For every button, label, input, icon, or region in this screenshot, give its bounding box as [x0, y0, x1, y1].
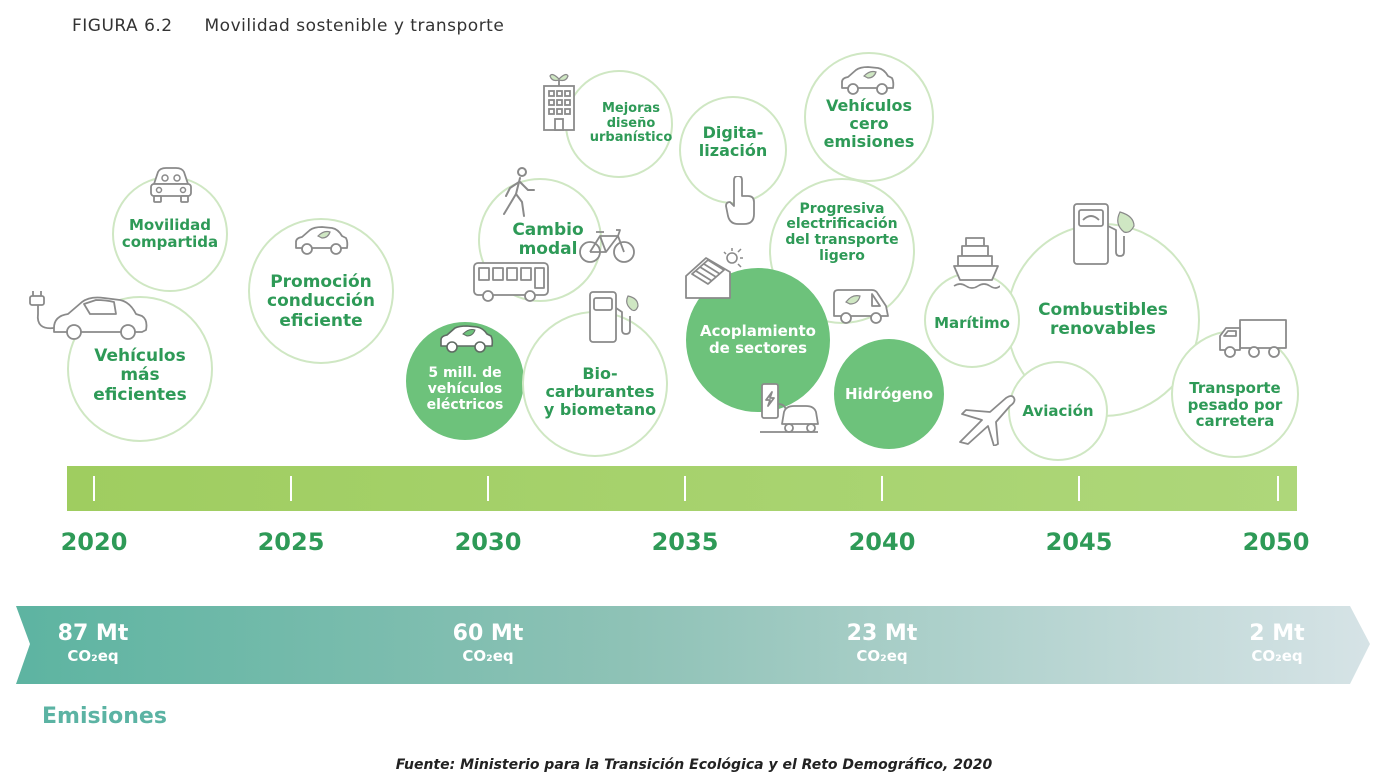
bubble-label: Movilidad compartida: [121, 216, 219, 251]
bubble-label: Hidrógeno: [844, 384, 934, 403]
figure-caption: Movilidad sostenible y transporte: [204, 16, 505, 36]
shared-car-front-icon: [150, 167, 192, 203]
eco-car-icon: [295, 226, 349, 255]
emissions-value-2040: 23 Mt CO₂eq: [812, 621, 952, 665]
year-label: 2035: [651, 528, 719, 556]
figure-title: FIGURA 6.2 Movilidad sostenible y transp…: [72, 16, 504, 36]
emissions-value-2020: 87 Mt CO₂eq: [23, 621, 163, 665]
bubble-label: 5 mill. de vehículos eléctricos: [426, 365, 504, 413]
emissions-arrow-band: [16, 606, 1370, 684]
year-label: 2040: [848, 528, 916, 556]
truck-icon: [1219, 319, 1287, 358]
timeline-tick: [487, 476, 489, 501]
house-solar-panel-icon: [685, 248, 743, 299]
emissions-amount: 2 Mt: [1249, 621, 1305, 646]
building-plant-icon: [543, 73, 575, 131]
bubble-label: Cambio modal: [512, 219, 584, 259]
timeline-tick: [1277, 476, 1279, 501]
year-label: 2050: [1242, 528, 1310, 556]
bubble-label: Vehículos más eficientes: [93, 346, 187, 405]
timeline-tick: [290, 476, 292, 501]
source-note: Fuente: Ministerio para la Transición Ec…: [395, 757, 993, 773]
year-label: 2030: [454, 528, 522, 556]
year-label: 2045: [1045, 528, 1113, 556]
timeline-tick: [881, 476, 883, 501]
bubble-label: Digita- lización: [698, 123, 768, 160]
emissions-unit: CO₂eq: [856, 647, 908, 665]
emissions-amount: 87 Mt: [57, 621, 129, 646]
emissions-amount: 23 Mt: [846, 621, 918, 646]
hand-pointer-icon: [725, 176, 755, 225]
year-label: 2025: [257, 528, 325, 556]
bubble-label: Combustibles renovables: [1038, 299, 1168, 339]
bubble-hidrogeno: Hidrógeno: [834, 339, 944, 449]
emissions-title: Emisiones: [42, 704, 167, 729]
bubble-label: Mejoras diseño urbanístico: [589, 101, 673, 146]
zero-emission-car-icon: [841, 66, 895, 95]
emissions-unit: CO₂eq: [1251, 647, 1303, 665]
emissions-unit: CO₂eq: [462, 647, 514, 665]
ship-icon: [953, 237, 1000, 289]
bubble-label: Vehículos cero emisiones: [823, 96, 915, 151]
emissions-unit: CO₂eq: [67, 647, 119, 665]
electric-van-icon: [833, 289, 889, 324]
bubble-digitalizacion: Digita- lización: [679, 96, 787, 204]
bubble-label: Acoplamiento de sectores: [700, 322, 816, 357]
timeline-bar: [67, 466, 1297, 511]
bubble-label: Promoción conducción eficiente: [267, 272, 375, 331]
bubble-label: Aviación: [1022, 401, 1094, 420]
bubble-cinco-mill-vehiculos: 5 mill. de vehículos eléctricos: [406, 322, 524, 440]
electric-car-plug-icon: [29, 291, 148, 340]
walking-person-icon: [503, 167, 535, 217]
electric-car-icon: [440, 325, 494, 353]
bubble-label: Transporte pesado por carretera: [1187, 378, 1283, 431]
bicycle-icon: [579, 229, 635, 263]
biofuel-pump-icon: [589, 291, 639, 343]
renewable-fuel-pump-icon: [1073, 203, 1135, 265]
figure-number: FIGURA 6.2: [72, 16, 173, 36]
bubble-label: Marítimo: [934, 313, 1010, 332]
timeline-tick: [684, 476, 686, 501]
bubble-label: Bio- carburantes y biometano: [543, 364, 657, 419]
charging-station-icon: [760, 383, 819, 433]
timeline-tick: [93, 476, 95, 501]
year-label: 2020: [60, 528, 128, 556]
bubble-aviacion: Aviación: [1008, 361, 1108, 461]
bubble-mejoras-diseno: Mejoras diseño urbanístico: [565, 70, 673, 178]
bus-icon: [473, 262, 549, 302]
airplane-icon: [959, 395, 1016, 446]
emissions-value-2030: 60 Mt CO₂eq: [418, 621, 558, 665]
bubble-label: Progresiva electrificación del transport…: [785, 200, 899, 264]
timeline-tick: [1078, 476, 1080, 501]
emissions-value-2050: 2 Mt CO₂eq: [1207, 621, 1347, 665]
emissions-amount: 60 Mt: [452, 621, 524, 646]
